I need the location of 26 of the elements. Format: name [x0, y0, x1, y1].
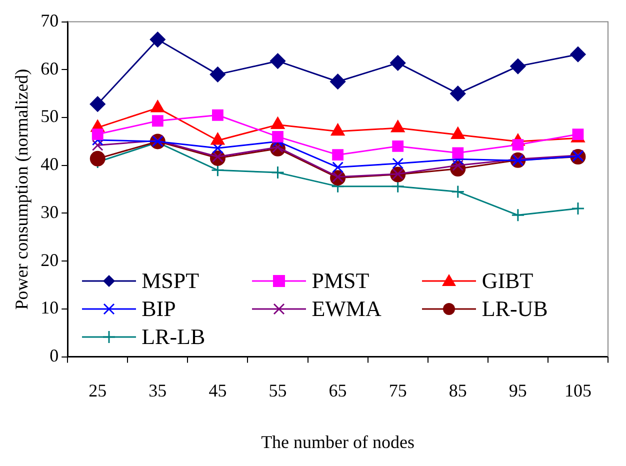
x-tick-label: 25 — [88, 380, 107, 400]
legend-label: LR-UB — [482, 294, 548, 323]
y-tick-label: 70 — [40, 10, 59, 31]
y-tick-label: 60 — [40, 58, 59, 78]
y-tick-label: 50 — [40, 106, 59, 126]
x-tick-label: 55 — [268, 380, 287, 400]
x-tick-label: 85 — [448, 380, 467, 400]
x-tick-label: 105 — [564, 380, 592, 400]
legend-label: MSPT — [142, 266, 200, 295]
x-tick-label: 45 — [208, 380, 227, 400]
legend-label: LR-LB — [142, 322, 206, 351]
legend-label: BIP — [142, 294, 176, 323]
x-tick-label: 75 — [388, 380, 407, 400]
y-tick-label: 40 — [40, 154, 59, 174]
x-tick-label: 35 — [148, 380, 167, 400]
y-tick-label: 30 — [40, 202, 59, 222]
y-tick-label: 20 — [40, 250, 59, 270]
x-axis-title: The number of nodes — [261, 432, 415, 452]
legend-label: GIBT — [482, 266, 534, 295]
x-tick-label: 65 — [328, 380, 347, 400]
y-axis-title: Power consumption (normalized) — [12, 68, 32, 310]
y-tick-label: 0 — [50, 346, 59, 366]
x-tick-label: 95 — [508, 380, 527, 400]
y-tick-label: 10 — [40, 298, 59, 318]
legend-label: PMST — [312, 266, 370, 295]
legend-label: EWMA — [312, 294, 382, 323]
